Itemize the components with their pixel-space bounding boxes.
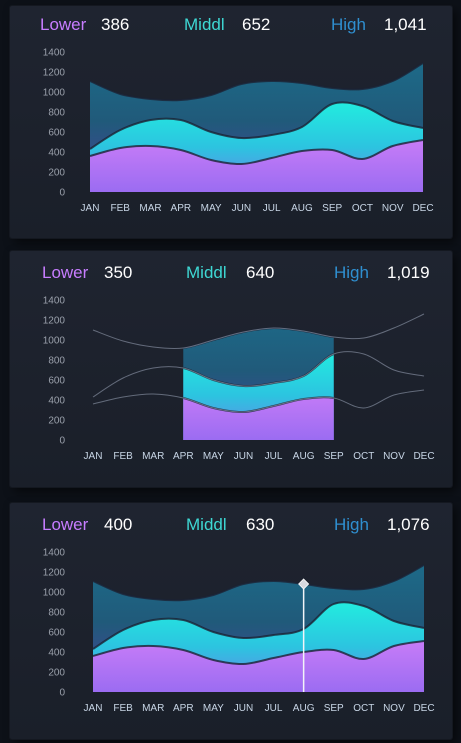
x-tick-label: MAR bbox=[139, 203, 161, 214]
y-tick-label: 200 bbox=[48, 168, 65, 179]
x-tick-label: APR bbox=[173, 451, 194, 462]
y-tick-label: 800 bbox=[48, 608, 65, 619]
cursor-handle[interactable] bbox=[298, 578, 310, 590]
y-tick-label: 1400 bbox=[43, 296, 66, 307]
series-area-lower bbox=[183, 397, 334, 440]
high-label: High bbox=[334, 515, 369, 534]
chart-panel-2: Lower 350 Middl 640 High 1,019 0 200 400 60… bbox=[10, 251, 452, 487]
y-tick-label: 800 bbox=[48, 108, 65, 119]
y-tick-label: 1200 bbox=[43, 316, 66, 327]
y-tick-label: 1200 bbox=[43, 68, 66, 79]
x-tick-label: JUN bbox=[234, 703, 253, 714]
x-tick-label: NOV bbox=[383, 703, 405, 714]
lower-value: 386 bbox=[101, 15, 130, 34]
x-tick-label: DEC bbox=[412, 203, 433, 214]
y-tick-label: 1000 bbox=[43, 88, 66, 99]
middle-label: Middl bbox=[186, 263, 227, 282]
x-tick-label: JUN bbox=[234, 451, 253, 462]
series-area-lower bbox=[93, 641, 424, 692]
area-chart-1: 0 200 400 600 800 1000 1200 1400 JAN FEB MAR APR MAY… bbox=[43, 48, 434, 215]
x-tick-label: AUG bbox=[291, 203, 313, 214]
middle-value: 640 bbox=[246, 263, 275, 282]
x-tick-label: DEC bbox=[413, 451, 434, 462]
series-line-lower bbox=[89, 139, 424, 166]
high-value: 1,076 bbox=[387, 515, 430, 534]
x-tick-label: JAN bbox=[81, 203, 100, 214]
y-tick-label: 400 bbox=[48, 396, 65, 407]
y-tick-label: 200 bbox=[48, 668, 65, 679]
area-chart-3[interactable]: 0 200 400 600 800 1000 1200 1400 JAN FEB MAR APR MAY… bbox=[10, 503, 452, 739]
y-tick-label: 0 bbox=[59, 188, 65, 199]
x-tick-label: AUG bbox=[293, 703, 315, 714]
middle-label: Middl bbox=[184, 15, 225, 34]
series-outline-middl bbox=[92, 351, 425, 398]
y-tick-label: 600 bbox=[48, 128, 65, 139]
middle-value: 630 bbox=[246, 515, 275, 534]
x-tick-label: FEB bbox=[113, 451, 133, 462]
x-tick-label: SEP bbox=[324, 703, 344, 714]
lower-label: Lower bbox=[40, 15, 87, 34]
high-label: High bbox=[334, 263, 369, 282]
y-tick-label: 200 bbox=[48, 416, 65, 427]
x-tick-label: NOV bbox=[382, 203, 404, 214]
area-chart-2[interactable]: 0 200 400 600 800 1000 1200 1400 JAN FEB MAR APR MAY… bbox=[10, 251, 452, 487]
x-tick-label: APR bbox=[171, 203, 192, 214]
y-tick-label: 0 bbox=[59, 436, 65, 447]
chart-panel-1: Lower 386 Middl 652 High 1,041 0 200 400 60… bbox=[10, 6, 452, 238]
series-outline-high bbox=[92, 313, 425, 350]
x-tick-label: MAY bbox=[203, 703, 224, 714]
middle-value: 652 bbox=[242, 15, 271, 34]
x-tick-label: JAN bbox=[84, 703, 103, 714]
x-tick-label: SEP bbox=[324, 451, 344, 462]
x-tick-label: MAR bbox=[142, 451, 164, 462]
y-tick-label: 1000 bbox=[43, 336, 66, 347]
x-tick-label: MAR bbox=[142, 703, 164, 714]
y-tick-label: 1400 bbox=[43, 48, 66, 59]
x-tick-label: OCT bbox=[352, 203, 373, 214]
x-tick-label: JAN bbox=[84, 451, 103, 462]
x-tick-label: FEB bbox=[111, 203, 131, 214]
y-tick-label: 1400 bbox=[43, 548, 66, 559]
high-value: 1,019 bbox=[387, 263, 430, 282]
series-line-middl bbox=[92, 601, 425, 650]
x-tick-label: OCT bbox=[353, 703, 374, 714]
y-tick-label: 400 bbox=[48, 148, 65, 159]
x-tick-label: OCT bbox=[353, 451, 374, 462]
high-value: 1,041 bbox=[384, 15, 427, 34]
series-line-lower bbox=[92, 640, 425, 666]
lower-value: 350 bbox=[104, 263, 133, 282]
x-tick-label: JUL bbox=[265, 703, 283, 714]
y-tick-label: 1000 bbox=[43, 588, 66, 599]
x-tick-label: SEP bbox=[322, 203, 342, 214]
middle-label: Middl bbox=[186, 515, 227, 534]
y-tick-label: 600 bbox=[48, 376, 65, 387]
x-tick-label: MAY bbox=[203, 451, 224, 462]
x-tick-label: MAY bbox=[201, 203, 222, 214]
lower-label: Lower bbox=[42, 515, 89, 534]
x-tick-label: JUN bbox=[232, 203, 251, 214]
lower-value: 400 bbox=[104, 515, 133, 534]
y-tick-label: 800 bbox=[48, 356, 65, 367]
x-tick-label: APR bbox=[173, 703, 194, 714]
lower-label: Lower bbox=[42, 263, 89, 282]
series-outline-lower bbox=[92, 389, 425, 413]
x-tick-label: FEB bbox=[113, 703, 133, 714]
series-line-middl bbox=[89, 101, 424, 150]
y-tick-label: 600 bbox=[48, 628, 65, 639]
series-line-high bbox=[89, 62, 424, 102]
y-tick-label: 0 bbox=[59, 688, 65, 699]
series-line-high bbox=[92, 564, 425, 602]
x-tick-label: AUG bbox=[293, 451, 315, 462]
y-tick-label: 400 bbox=[48, 648, 65, 659]
x-tick-label: DEC bbox=[413, 703, 434, 714]
x-tick-label: JUL bbox=[265, 451, 283, 462]
chart-panel-3: Lower 400 Middl 630 High 1,076 0 200 400 60… bbox=[10, 503, 452, 739]
x-tick-label: JUL bbox=[263, 203, 281, 214]
high-label: High bbox=[331, 15, 366, 34]
x-tick-label: NOV bbox=[383, 451, 405, 462]
y-tick-label: 1200 bbox=[43, 568, 66, 579]
